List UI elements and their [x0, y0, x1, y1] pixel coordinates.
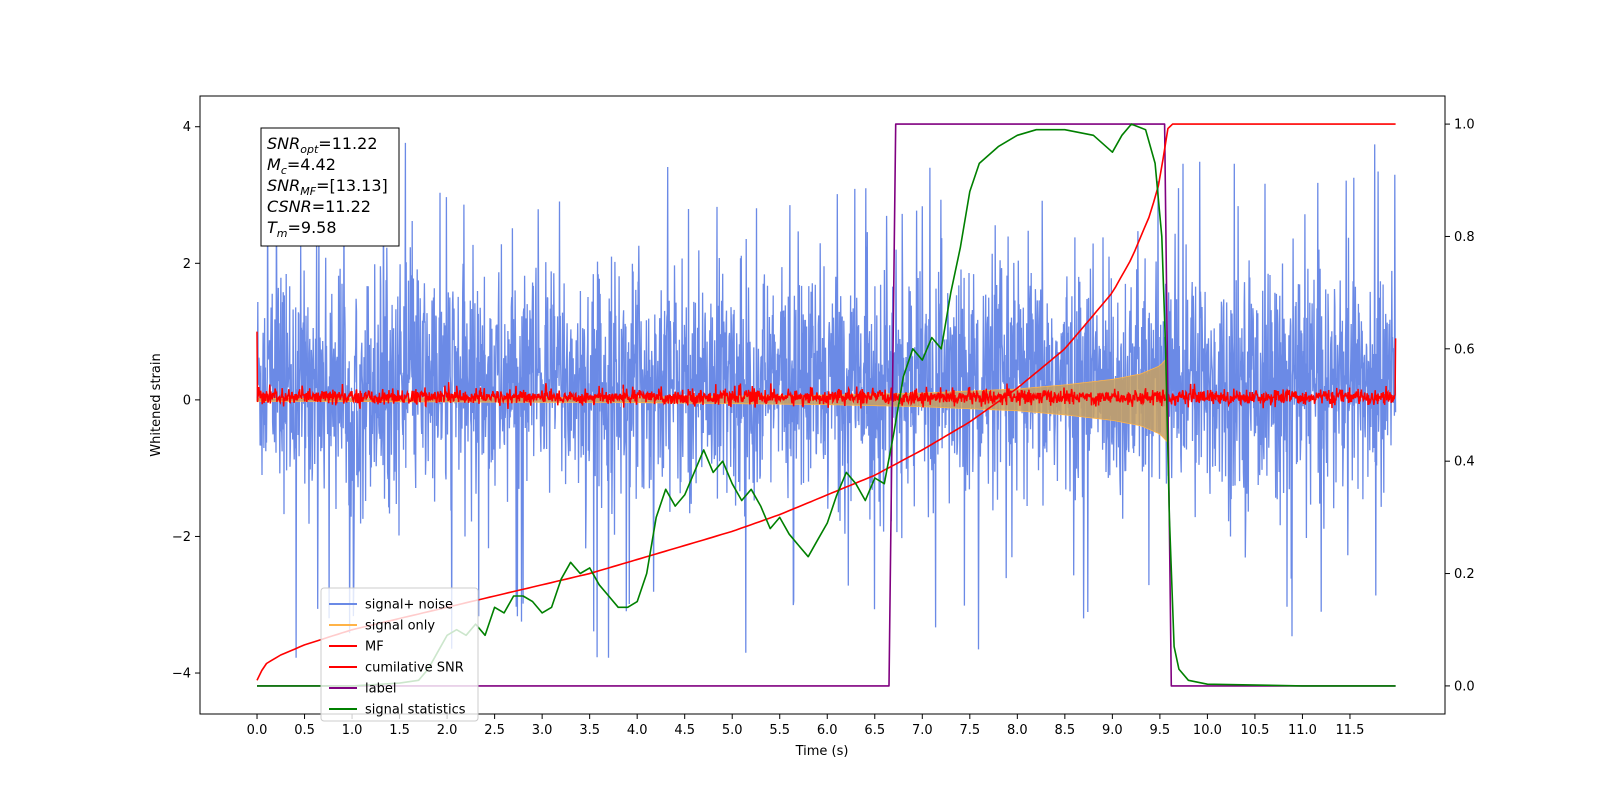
- y-tick-label: −4: [172, 667, 191, 682]
- x-tick-label: 9.5: [1150, 723, 1171, 738]
- legend-label: MF: [365, 640, 384, 655]
- legend-label: signal+ noise: [365, 598, 453, 613]
- x-tick-label: 3.5: [579, 723, 600, 738]
- x-tick-label: 5.5: [769, 723, 790, 738]
- x-tick-label: 1.0: [342, 723, 363, 738]
- y2-tick-label: 0.0: [1454, 679, 1475, 694]
- legend-label: signal only: [365, 619, 435, 634]
- y-tick-label: −2: [172, 530, 191, 545]
- x-tick-label: 0.0: [247, 723, 268, 738]
- x-axis-label: Time (s): [795, 744, 849, 759]
- x-tick-label: 10.5: [1240, 723, 1269, 738]
- series-mf: [256, 331, 1397, 409]
- x-tick-label: 7.0: [912, 723, 933, 738]
- legend-label: label: [365, 682, 396, 697]
- y-axis-label: Whitened strain: [149, 353, 164, 456]
- y2-tick-label: 0.2: [1454, 567, 1475, 582]
- y-axis-left: 4 2 0 −2 −4: [172, 120, 200, 682]
- series-signal-statistics: [257, 123, 1396, 687]
- y-tick-label: 2: [183, 257, 191, 272]
- x-tick-label: 8.5: [1055, 723, 1076, 738]
- x-tick-label: 7.5: [959, 723, 980, 738]
- y-tick-label: 4: [183, 120, 191, 135]
- x-tick-label: 2.0: [437, 723, 458, 738]
- x-tick-label: 6.5: [864, 723, 885, 738]
- x-tick-label: 5.0: [722, 723, 743, 738]
- annotation-line: SNRopt=11.22: [267, 134, 378, 156]
- series-label: [257, 123, 1396, 687]
- legend-frame: [320, 587, 479, 722]
- x-tick-label: 2.5: [484, 723, 505, 738]
- plot-area: [256, 123, 1397, 687]
- x-tick-label: 11.0: [1288, 723, 1317, 738]
- x-tick-label: 6.0: [817, 723, 838, 738]
- y2-tick-label: 0.6: [1454, 342, 1475, 357]
- legend-label: cumilative SNR: [365, 661, 464, 676]
- x-tick-label: 10.0: [1193, 723, 1222, 738]
- legend-label: signal statistics: [365, 703, 466, 718]
- legend: signal+ noise signal only MF cumilative SNR…: [320, 587, 479, 722]
- plot-frame: [199, 95, 1446, 715]
- y2-tick-label: 0.8: [1454, 230, 1475, 245]
- x-tick-label: 4.5: [674, 723, 695, 738]
- x-tick-label: 4.0: [627, 723, 648, 738]
- annotation-box: SNRopt=11.22Mc=4.42SNRMF=[13.13]CSNR=11.…: [260, 127, 400, 247]
- y2-tick-label: 0.4: [1454, 455, 1475, 470]
- x-tick-label: 1.5: [389, 723, 410, 738]
- x-tick-label: 11.5: [1335, 723, 1364, 738]
- x-tick-label: 0.5: [294, 723, 315, 738]
- x-tick-label: 8.0: [1007, 723, 1028, 738]
- annotation-frame: [260, 127, 400, 247]
- y2-tick-label: 1.0: [1454, 118, 1475, 133]
- x-tick-label: 3.0: [532, 723, 553, 738]
- x-tick-label: 9.0: [1102, 723, 1123, 738]
- annotation-line: CSNR=11.22: [267, 197, 371, 216]
- annotation-line: Tm=9.58: [267, 218, 337, 240]
- x-axis: 0.0 0.5 1.0 1.5 2.0 2.5 3.0 3.5 4.0 4.5 5.0 5.5 6.0 6…: [247, 714, 1364, 738]
- annotation-line: SNRMF=[13.13]: [267, 176, 388, 198]
- annotation-line: Mc=4.42: [267, 155, 336, 177]
- y-axis-right: 1.0 0.8 0.6 0.4 0.2 0.0: [1445, 118, 1475, 694]
- y-tick-label: 0: [183, 393, 191, 408]
